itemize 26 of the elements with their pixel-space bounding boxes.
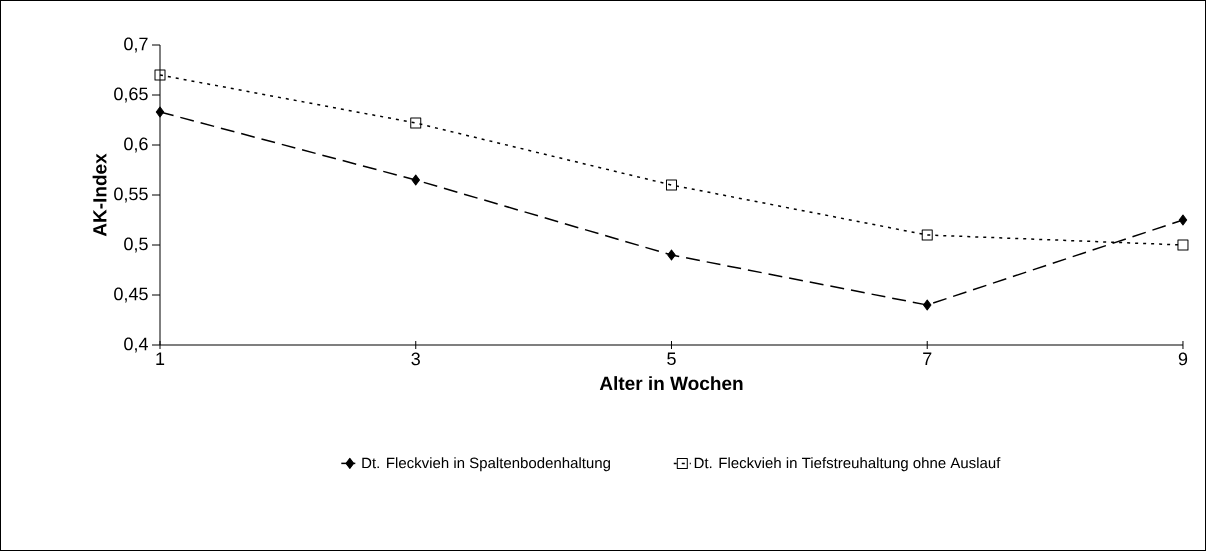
y-tick-label: 0,7 [124, 37, 148, 53]
point [411, 174, 420, 186]
y-tick-label: 0,5 [124, 237, 148, 253]
x-tick-label: 5 [667, 352, 676, 366]
point [410, 117, 422, 129]
legend-label: Dt. Fleckvieh in Spaltenbodenhaltung [362, 457, 610, 472]
y-tick-label: 0,65 [114, 87, 148, 103]
point [154, 69, 166, 81]
point [667, 249, 676, 261]
point [922, 299, 932, 311]
x-tick-label: 7 [923, 352, 932, 365]
point [921, 229, 933, 241]
x-tick-label: 1 [156, 352, 165, 365]
y-axis-title: AK-Index [92, 153, 107, 237]
legend-label: Dt. Fleckvieh in Tiefstreuhaltung ohne Auslauf [694, 457, 1001, 472]
x-tick-label: 3 [411, 352, 420, 366]
point [1178, 214, 1188, 226]
y-tick-label: 0,45 [114, 287, 148, 303]
y-tick-label: 0,6 [124, 137, 148, 153]
point [155, 106, 165, 118]
y-tick-label: 0,4 [124, 337, 148, 353]
point [1177, 239, 1189, 251]
x-tick-label: 9 [1178, 352, 1188, 366]
point [665, 179, 677, 191]
y-tick-label: 0,55 [114, 187, 148, 203]
x-axis-title: Alter in Wochen [599, 376, 743, 391]
